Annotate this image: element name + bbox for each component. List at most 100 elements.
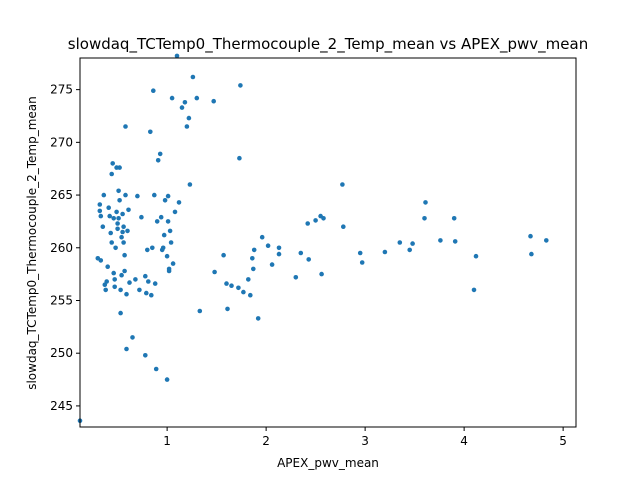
data-point <box>174 53 180 59</box>
data-point <box>410 241 415 246</box>
data-point <box>109 240 114 245</box>
data-point <box>153 366 159 372</box>
data-point <box>293 275 299 280</box>
data-point <box>111 216 116 221</box>
data-point <box>357 250 363 256</box>
data-point <box>265 243 271 248</box>
data-point <box>397 240 403 245</box>
data-point <box>143 273 148 279</box>
data-point <box>359 260 365 265</box>
data-point <box>143 353 148 358</box>
data-point <box>176 200 182 205</box>
data-point <box>473 253 479 259</box>
data-point <box>168 240 174 245</box>
data-point <box>251 247 257 253</box>
x-tick-label: 2 <box>262 434 270 448</box>
data-point <box>276 251 282 257</box>
data-point <box>238 83 243 88</box>
data-point <box>101 192 107 198</box>
data-point <box>172 209 178 215</box>
data-point <box>148 129 153 135</box>
data-point <box>97 208 103 214</box>
y-tick-label: 245 <box>50 399 73 413</box>
data-point <box>319 271 324 277</box>
data-point <box>167 228 173 234</box>
data-point <box>155 158 161 163</box>
data-point <box>145 247 150 253</box>
data-point <box>251 266 256 272</box>
data-point <box>108 230 113 236</box>
data-point <box>246 277 251 282</box>
data-point <box>151 88 156 93</box>
data-point <box>197 308 203 314</box>
x-tick-label: 1 <box>163 434 171 448</box>
data-point <box>165 193 171 199</box>
data-point <box>305 221 311 226</box>
y-tick-label: 270 <box>50 135 73 149</box>
data-point <box>160 245 166 251</box>
data-point <box>194 95 200 101</box>
data-point <box>212 269 217 275</box>
data-point <box>221 252 226 258</box>
data-point <box>144 290 149 296</box>
data-point <box>122 268 127 274</box>
data-point <box>111 270 116 276</box>
y-tick-label: 265 <box>50 188 73 202</box>
data-point <box>186 115 192 121</box>
data-point <box>169 95 175 101</box>
data-point <box>236 285 241 291</box>
data-point <box>105 264 110 270</box>
data-point <box>237 155 242 161</box>
data-point <box>120 229 125 235</box>
data-point <box>423 200 428 205</box>
y-tick-label: 260 <box>50 241 73 255</box>
data-point <box>109 171 114 177</box>
data-point <box>125 228 130 234</box>
y-tick-label: 275 <box>50 83 73 97</box>
data-point <box>130 335 135 340</box>
data-point <box>248 292 253 298</box>
data-point <box>165 219 171 224</box>
data-point <box>110 161 115 166</box>
data-point <box>119 234 124 240</box>
data-point <box>313 218 318 223</box>
data-point <box>104 279 109 284</box>
y-tick-label: 250 <box>50 346 73 360</box>
data-points <box>77 53 549 424</box>
plot-frame <box>79 57 577 428</box>
x-axis: 1 2 3 4 5 <box>163 427 567 448</box>
data-point <box>116 216 121 221</box>
data-point <box>269 262 275 267</box>
data-point <box>107 213 112 219</box>
data-point <box>121 240 126 245</box>
data-point <box>98 258 104 263</box>
y-axis-label: slowdaq_TCTemp0_Thermocouple_2_Temp_mean <box>25 96 39 390</box>
data-point <box>187 182 193 187</box>
data-point <box>152 281 158 286</box>
data-point <box>112 277 117 282</box>
data-point <box>100 224 106 229</box>
data-point <box>112 284 117 290</box>
data-point <box>114 209 119 215</box>
data-point <box>135 193 140 199</box>
data-point <box>306 257 312 262</box>
chart-title: slowdaq_TCTemp0_Thermocouple_2_Temp_mean… <box>68 35 588 54</box>
data-point <box>103 287 108 293</box>
data-point <box>544 238 549 243</box>
data-point <box>122 252 127 258</box>
data-point <box>471 287 477 293</box>
data-point <box>152 192 157 198</box>
data-point <box>170 261 176 266</box>
data-point <box>121 224 126 229</box>
data-point <box>113 245 118 251</box>
data-point <box>117 198 122 203</box>
data-point <box>340 182 345 187</box>
data-point <box>250 255 255 261</box>
data-point <box>190 74 196 80</box>
x-tick-label: 4 <box>460 434 468 448</box>
data-point <box>137 287 142 293</box>
x-tick-label: 3 <box>361 434 369 448</box>
y-axis: 245 250 255 260 265 270 275 <box>50 83 80 413</box>
data-point <box>123 124 128 129</box>
data-point <box>123 192 128 198</box>
